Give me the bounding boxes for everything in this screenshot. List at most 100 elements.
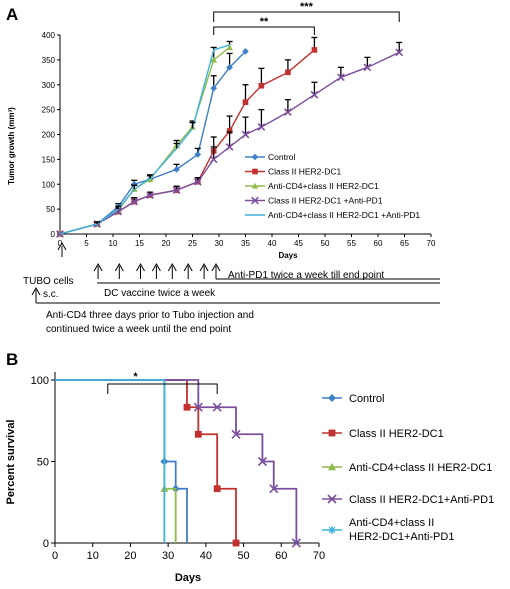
chart-a-xlabel: Days [278,251,298,260]
chart-a-series-3-point [363,63,372,72]
timeline-dc-label: DC vaccine twice a week [104,288,216,299]
chart-b-x-tick-label: 60 [275,550,287,562]
chart-a-y-tick-label: 300 [42,81,56,90]
chart-a-series-1-point [258,82,265,89]
chart-a-series-2-point [210,56,217,63]
legend-a-marker-0 [251,153,259,161]
chart-b-series-3-point [231,429,241,439]
chart-a-series-1-line [59,49,315,235]
chart-a-series-1-point [226,128,233,134]
dc-arrow-6-head [199,262,209,272]
chart-a-series-3-point [284,108,292,116]
chart-a-significance-label: *** [300,1,314,13]
chart-b-series-1-point [183,403,191,411]
chart-a-x-tick-label: 15 [135,239,144,248]
chart-b-series-3-point [257,456,267,467]
legend-b-label-0: Control [349,393,384,405]
chart-a-series-0-point [242,48,249,55]
chart-b-series-3-point [193,402,203,412]
timeline-sc-label: s.c. [43,289,59,300]
legend-a-label-3: Class II HER2-DC1 +Anti-PD1 [268,196,383,206]
chart-a-series-4-line [59,44,230,235]
chart-a: Tumor growth (mm³) Days 0501001502002503… [7,1,436,260]
chart-a-series-3-point [241,130,250,139]
legend-a-label-1: Class II HER2-DC1 [268,167,341,177]
dc-arrow-4-head [167,262,177,272]
chart-b-x-tick-label: 10 [87,550,99,562]
chart-a-series-3-point [130,197,139,206]
timeline-cd4-line1: Anti-CD4 three days prior to Tubo inject… [46,310,254,321]
chart-a-y-tick-label: 200 [42,131,56,140]
legend-b-marker-4 [328,526,336,534]
chart-a-series-3-point [257,123,266,131]
chart-a-y-tick-label: 0 [51,230,56,239]
chart-a-significance-bracket [213,11,400,22]
legend-a-marker-3 [251,196,259,205]
chart-a-y-tick-label: 250 [42,106,56,115]
chart-a-ylabel: Tumor growth (mm³) [7,107,16,185]
chart-a-x-tick-label: 5 [84,239,89,248]
chart-b-legend: Control Class II HER2-DC1 Anti-CD4+class I… [322,393,494,543]
timeline-pd1-label: Anti-PD1 twice a week till end point [228,270,384,281]
legend-a-marker-2 [251,182,259,189]
chart-b-x-tick-label: 40 [200,550,212,562]
chart-b-significance-bracket [107,383,218,394]
legend-b-label-1: Class II HER2-DC1 [349,428,444,440]
treatment-timeline: TUBO cells s.c. DC vaccine twice a week … [23,241,440,335]
chart-b-y-tick-label: 0 [43,538,49,550]
chart-a-x-tick-label: 65 [400,239,409,248]
chart-a-series-0-point [173,166,180,173]
chart-a-x-tick-label: 60 [374,239,383,248]
chart-b-x-tick-label: 30 [162,550,174,562]
chart-a-series-3-point [146,191,154,200]
chart-a-significance-label: ** [260,16,269,28]
dc-arrow-0-head [93,262,103,272]
chart-a-series-3-point [172,186,181,195]
legend-a-label-4: Anti-CD4+class II HER2-DC1 +Anti-PD1 [268,210,420,220]
legend-b-marker-1 [328,429,336,437]
timeline-cd4-arrow-head [31,286,41,296]
chart-a-series-3-point [310,90,319,99]
dc-arrow-3-head [151,262,161,272]
chart-a-series-3-line [59,51,400,235]
timeline-pd1-arrow-head [211,262,221,272]
chart-a-series-3-point [395,48,404,57]
chart-b-x-tick-label: 70 [313,550,325,562]
chart-b-series-4-line [55,379,166,543]
chart-a-x-tick-label: 45 [294,239,303,248]
chart-b-significance-label: * [133,371,138,383]
chart-a-series-0-point [130,180,138,188]
dc-arrow-5-head [183,262,193,272]
chart-b-series-2-line [55,379,177,543]
chart-a-x-tick-label: 20 [162,239,171,248]
chart-a-y-tick-label: 50 [46,205,55,214]
chart-a-series-2-point [226,44,233,51]
chart-b-series-3-point [291,538,301,548]
chart-b-y-tick-label: 50 [37,457,49,469]
chart-a-legend: Control Class II HER2-DC1 Anti-CD4+class I… [245,152,420,220]
chart-a-series-2-line [59,46,231,235]
chart-a-significance-bracket [213,26,315,35]
chart-a-y-tick-label: 400 [42,31,56,40]
chart-b-x-tick-label: 0 [52,550,58,562]
chart-a-x-tick-label: 25 [188,239,197,248]
legend-b-label-2: Anti-CD4+class II HER2-DC1 [349,462,492,474]
chart-a-series-0-point [226,64,233,71]
legend-b-label-3: Class II HER2-DC1+Anti-PD1 [349,494,494,506]
legend-a-label-2: Anti-CD4+class II HER2-DC1 [268,181,379,191]
chart-b-ylabel: Percent survival [5,420,17,505]
timeline-cd4-line2: continued twice a week until the end poi… [46,324,231,335]
chart-a-series-3-point [193,177,202,186]
chart-a-x-tick-label: 10 [109,239,118,248]
chart-a-x-tick-label: 40 [268,239,277,248]
chart-a-x-tick-label: 50 [321,239,330,248]
chart-a-x-tick-label: 35 [241,239,250,248]
chart-a-y-tick-label: 100 [42,180,56,189]
panel-label-a: A [6,5,18,24]
chart-b-series-1-point [194,430,202,438]
chart-b-x-tick-label: 50 [237,550,249,562]
timeline-tubo-label: TUBO cells [23,276,74,287]
chart-a-series-3-point [114,207,123,216]
chart-b-series-3-point [212,402,222,412]
